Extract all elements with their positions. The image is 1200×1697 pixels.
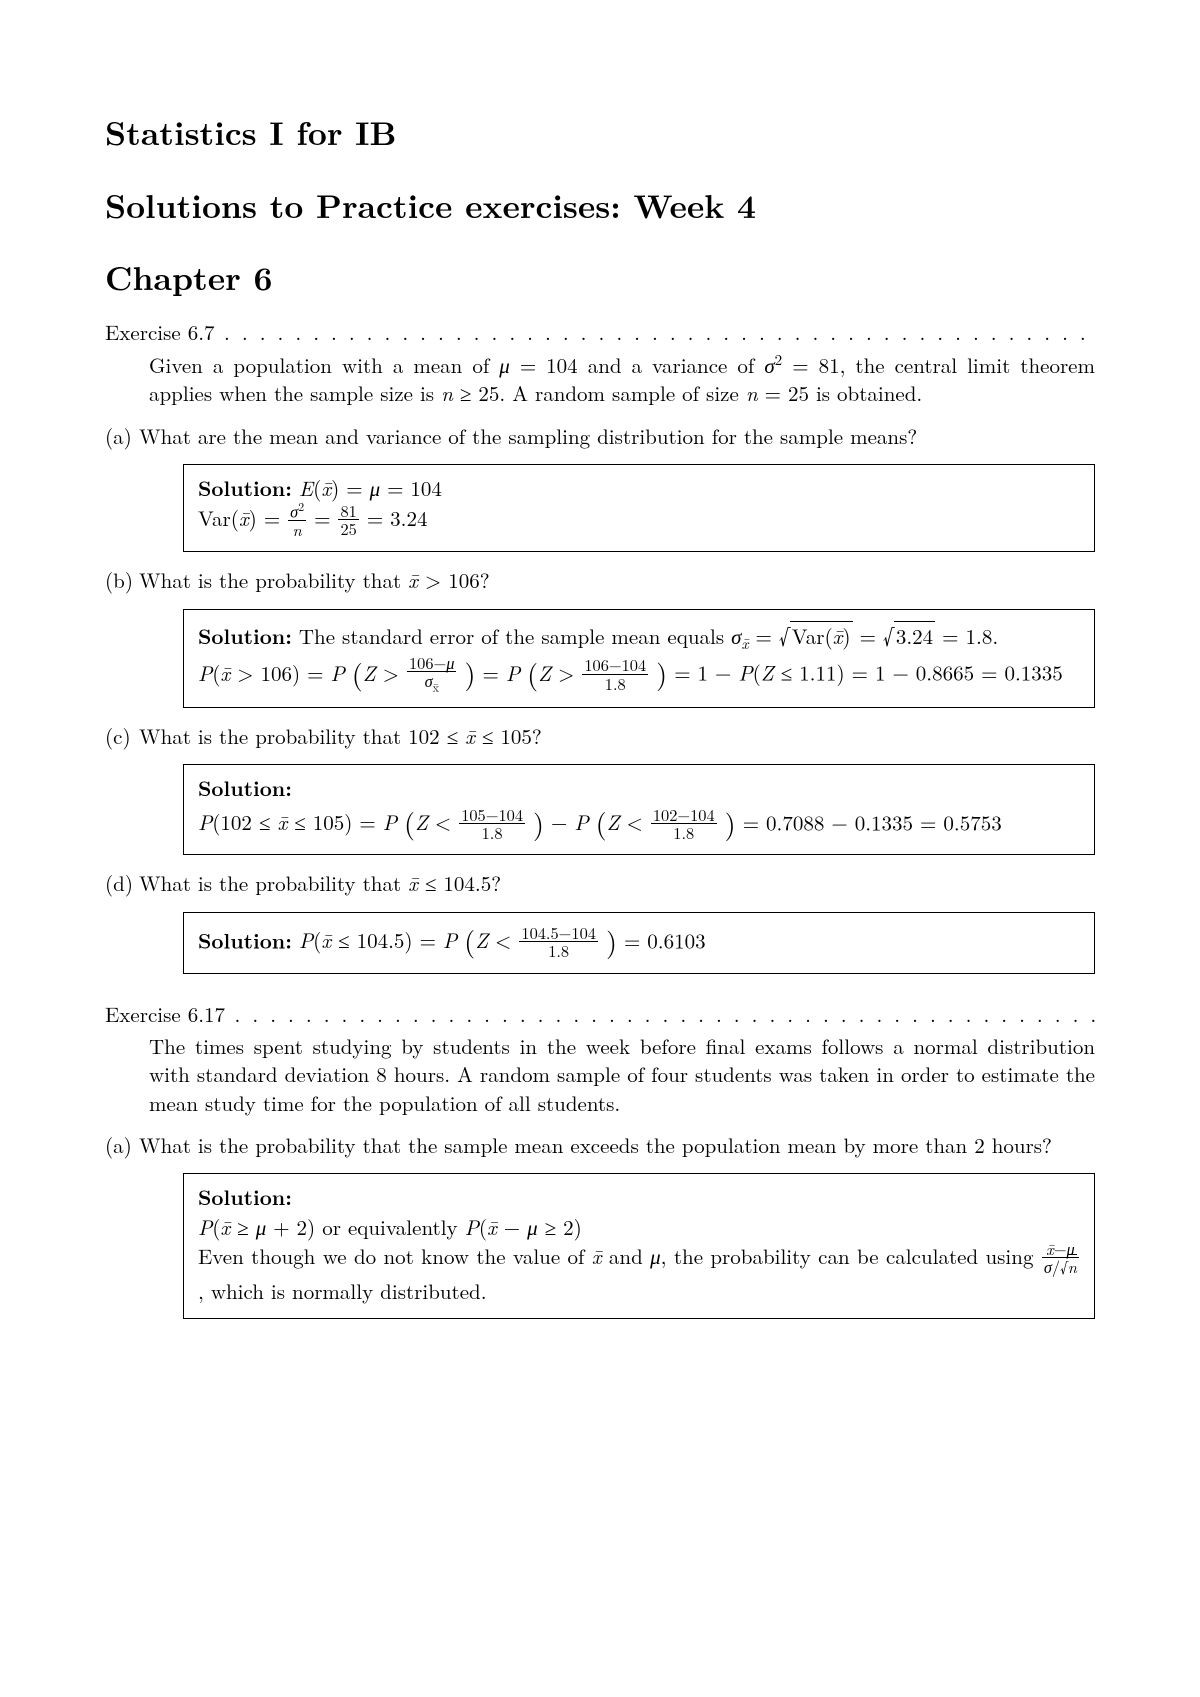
solution-box: Solution: P(x̄ ≤ 104.5) = P (Z < 104.5−1… — [183, 912, 1095, 974]
part-a: (a) What is the probability that the sam… — [105, 1131, 1095, 1159]
solution-text: P(102 ≤ x̄ ≤ 105) = P (Z < — [198, 807, 458, 837]
part-a: (a) What are the mean and variance of th… — [105, 422, 1095, 450]
solution-text: = — [314, 503, 337, 533]
solution-text: = 1.8. — [942, 621, 998, 651]
paren: ) — [533, 803, 544, 843]
part-question: What is the probability that x̄ ≤ 104.5? — [139, 869, 1095, 897]
solution-text: = 3.24 — [367, 503, 428, 533]
exercise-intro: The times spent studying by students in … — [149, 1032, 1095, 1117]
dotted-leader: . . . . . . . . . . . . . . . . . . . . … — [225, 1000, 1095, 1028]
solution-text: = — [860, 621, 883, 651]
solution-text: P(x̄ ≤ 104.5) = P (Z < — [299, 925, 519, 955]
fraction: 105−1041.8 — [459, 806, 525, 841]
solution-text: = 1 − P(Z ≤ 1.11) = 1 − 0.8665 = 0.1335 — [674, 658, 1063, 688]
solution-box: Solution: P(102 ≤ x̄ ≤ 105) = P (Z < 105… — [183, 764, 1095, 855]
exercise-header: Exercise 6.7 . . . . . . . . . . . . . .… — [105, 318, 1095, 346]
solution-text: = 0.6103 — [624, 925, 706, 955]
part-d: (d) What is the probability that x̄ ≤ 10… — [105, 869, 1095, 897]
part-question: What is the probability that x̄ > 106? — [139, 566, 1095, 594]
solution-text: The standard error of the sample mean eq… — [299, 621, 779, 651]
fraction: 106−μσx̄ — [407, 654, 457, 694]
solution-label: Solution: — [198, 473, 292, 503]
solution-box: Solution: P(x̄ ≥ μ + 2) or equivalently … — [183, 1173, 1095, 1319]
page-title: Statistics I for IB — [105, 110, 1095, 155]
solution-text: = 0.7088 − 0.1335 = 0.5753 — [743, 807, 1002, 837]
solution-label: Solution: — [198, 773, 292, 803]
solution-label: Solution: — [198, 925, 292, 955]
solution-box: Solution: The standard error of the samp… — [183, 609, 1095, 708]
paren: ) — [725, 803, 736, 843]
exercise-header: Exercise 6.17 . . . . . . . . . . . . . … — [105, 1000, 1095, 1028]
solution-text: , which is normally distributed. — [198, 1276, 487, 1306]
exercise-label: Exercise 6.7 — [105, 318, 215, 346]
solution-text: Var(x̄) = — [198, 503, 287, 533]
paren: ) — [464, 653, 475, 693]
dotted-leader: . . . . . . . . . . . . . . . . . . . . … — [215, 318, 1095, 346]
part-label: (d) — [105, 869, 139, 897]
fraction: 104.5−1041.8 — [519, 924, 598, 959]
fraction: 102−1041.8 — [651, 806, 717, 841]
chapter-heading: Chapter 6 — [105, 255, 1095, 300]
solution-label: Solution: — [198, 621, 292, 651]
solution-text: − P (Z < — [551, 807, 650, 837]
part-question: What is the probability that the sample … — [139, 1131, 1095, 1159]
sqrt: 3.24 — [883, 619, 935, 651]
exercise-intro: Given a population with a mean of μ = 10… — [149, 350, 1095, 408]
document-page: Statistics I for IB Solutions to Practic… — [0, 0, 1200, 1697]
part-question: What is the probability that 102 ≤ x̄ ≤ … — [139, 722, 1095, 750]
solution-box: Solution: E(x̄) = μ = 104 Var(x̄) = σ2n … — [183, 464, 1095, 552]
fraction: 8125 — [338, 502, 358, 537]
sqrt: Var(x̄) — [779, 619, 853, 651]
fraction: 106−1041.8 — [582, 656, 648, 691]
fraction: x̄−μσ/√n — [1042, 1240, 1079, 1275]
part-c: (c) What is the probability that 102 ≤ x… — [105, 722, 1095, 750]
solution-text: = P (Z > — [483, 658, 582, 688]
exercise-label: Exercise 6.17 — [105, 1000, 225, 1028]
part-label: (a) — [105, 422, 139, 450]
solution-text: P(x̄ ≥ μ + 2) or equivalently P(x̄ − μ ≥… — [198, 1212, 582, 1242]
page-subtitle: Solutions to Practice exercises: Week 4 — [105, 183, 1095, 228]
solution-text: Even though we do not know the value of … — [198, 1241, 1041, 1271]
fraction: σ2n — [288, 501, 306, 538]
part-label: (a) — [105, 1131, 139, 1159]
paren: ) — [606, 921, 617, 961]
paren: ) — [656, 653, 667, 693]
part-b: (b) What is the probability that x̄ > 10… — [105, 566, 1095, 594]
solution-text: E(x̄) = μ = 104 — [299, 473, 442, 503]
solution-text: P(x̄ > 106) = P (Z > — [198, 658, 406, 688]
part-label: (c) — [105, 722, 139, 750]
part-label: (b) — [105, 566, 139, 594]
solution-label: Solution: — [198, 1182, 292, 1212]
part-question: What are the mean and variance of the sa… — [139, 422, 1095, 450]
